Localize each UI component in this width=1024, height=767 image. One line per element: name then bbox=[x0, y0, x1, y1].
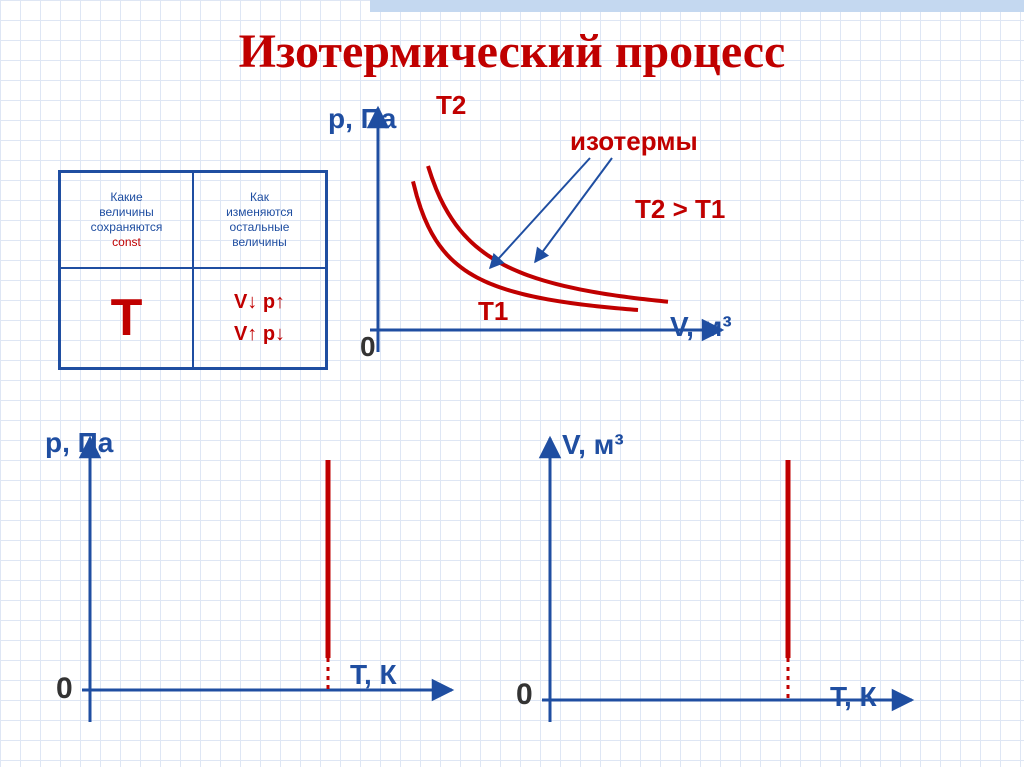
pointer-arrow-2 bbox=[535, 158, 612, 262]
table-header-changes: Какизменяютсяостальныевеличины bbox=[193, 172, 326, 268]
y-axis-label: p, Па bbox=[328, 103, 397, 134]
origin-label: 0 bbox=[56, 672, 73, 705]
chart-vt: V, м³ T, К 0 bbox=[500, 430, 920, 735]
T2-gt-T1-label: T2 > T1 bbox=[635, 194, 725, 224]
page-title: Изотермический процесс bbox=[0, 24, 1024, 79]
T2-label: T2 bbox=[436, 90, 466, 120]
isotherms-label: изотермы bbox=[570, 126, 698, 156]
y-axis-label: V, м³ bbox=[562, 429, 624, 460]
x-axis-label: T, К bbox=[350, 659, 398, 690]
origin-label: 0 bbox=[360, 331, 376, 362]
T1-label: T1 bbox=[478, 296, 508, 326]
chart-pv: p, ПаV, м³0T1T2изотермыT2 > T1 bbox=[360, 100, 730, 365]
pointer-arrow-1 bbox=[490, 158, 590, 268]
chart-pt: p, Па T, К 0 bbox=[40, 430, 460, 735]
const-label: const bbox=[112, 235, 141, 250]
isotherm-T1 bbox=[413, 181, 638, 310]
y-axis-label: p, Па bbox=[45, 427, 114, 458]
x-axis-label: V, м³ bbox=[670, 311, 732, 342]
x-axis-label: T, К bbox=[830, 681, 878, 712]
table-cell-relations: V↓ p↑ V↑ p↓ bbox=[193, 268, 326, 368]
table-header-conserved: Какиевеличинысохраняются const bbox=[60, 172, 193, 268]
top-accent-bar bbox=[370, 0, 1024, 12]
isotherm-T2 bbox=[428, 166, 668, 302]
origin-label: 0 bbox=[516, 678, 533, 711]
properties-table: Какиевеличинысохраняются const Какизменя… bbox=[58, 170, 328, 370]
table-cell-T: T bbox=[60, 268, 193, 368]
